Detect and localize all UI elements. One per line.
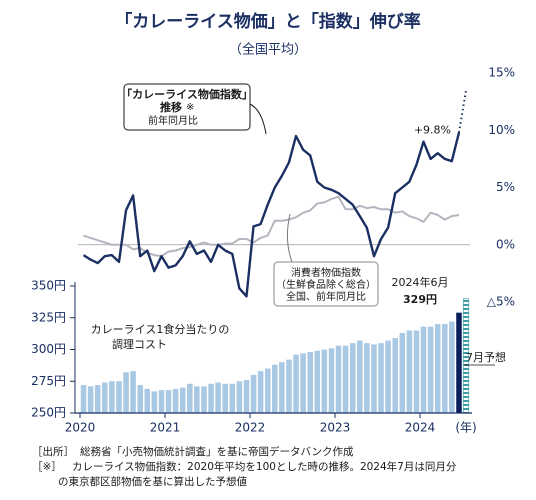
bar xyxy=(144,388,151,413)
bar xyxy=(215,382,221,413)
footnote-tag: ［出所］ xyxy=(32,445,74,458)
y-tick-label: 250円 xyxy=(31,406,66,420)
bar xyxy=(434,324,441,413)
x-tick-label: 2022 xyxy=(235,421,266,435)
bar xyxy=(442,324,448,413)
annotation-text: 推移 xyxy=(160,100,182,114)
annotation-text: 全国、前年同月比 xyxy=(286,290,366,303)
bar xyxy=(272,364,278,413)
bar xyxy=(385,340,391,413)
highlight-caption: 2024年6月 xyxy=(392,275,449,289)
bar xyxy=(264,368,271,413)
bar xyxy=(399,332,406,413)
bar xyxy=(279,362,285,413)
bar xyxy=(187,383,193,413)
bar xyxy=(307,352,313,413)
line-series xyxy=(82,132,461,298)
value-label: 329円 xyxy=(403,293,437,306)
bar xyxy=(371,344,377,413)
bar xyxy=(201,386,207,413)
bar xyxy=(130,371,136,413)
bar xyxy=(257,371,264,413)
y-tick-label: 275円 xyxy=(31,374,66,388)
bar xyxy=(406,330,413,413)
line-layer xyxy=(78,90,470,298)
bar xyxy=(243,379,250,413)
bar xyxy=(342,345,349,413)
bar xyxy=(314,350,321,413)
x-tick-label: 2024 xyxy=(405,421,436,435)
footnote: の東京都区部物価を基に算出した予想値 xyxy=(58,475,247,488)
bar xyxy=(87,386,94,413)
bar xyxy=(208,383,214,413)
x-axis-label: (年) xyxy=(455,421,476,435)
bar xyxy=(392,338,398,413)
annotation-box xyxy=(273,261,379,307)
bar xyxy=(456,312,462,413)
annotation-text: カレーライス1食分当たりの xyxy=(91,322,230,336)
bar xyxy=(250,374,257,413)
y2-tick-label: △5% xyxy=(487,295,515,309)
footnote: カレーライス物価指数：2020年平均を100とした時の推移。2024年7月は同月… xyxy=(72,460,457,473)
y-tick-label: 300円 xyxy=(31,342,66,356)
callout-line xyxy=(286,213,293,263)
y-tick-label: 325円 xyxy=(31,310,66,324)
bar xyxy=(80,385,87,413)
y2-tick-label: 0% xyxy=(496,237,515,251)
forecast-line xyxy=(458,90,468,133)
y2-tick-label: 5% xyxy=(496,180,515,194)
bar xyxy=(328,348,335,413)
bar xyxy=(137,385,143,413)
bar xyxy=(427,326,434,413)
bar xyxy=(172,388,179,413)
bar xyxy=(420,326,427,413)
x-tick-label: 2020 xyxy=(65,421,96,435)
bar xyxy=(293,354,299,413)
bar xyxy=(236,381,243,413)
bar xyxy=(413,330,420,413)
annotation-text: （生鮮食品除く総合） xyxy=(276,278,376,291)
bar xyxy=(229,383,236,413)
bar xyxy=(300,353,306,413)
y2-tick-label: 15% xyxy=(488,66,515,80)
bar xyxy=(222,383,228,413)
bar xyxy=(349,343,356,413)
bar xyxy=(116,381,122,413)
value-label: +9.8% xyxy=(414,124,451,137)
bar xyxy=(378,343,384,413)
annotation-text: 前年同月比 xyxy=(148,114,198,127)
bar xyxy=(158,390,165,413)
bar xyxy=(94,385,101,413)
annotation-text: 調理コスト xyxy=(112,337,167,351)
bar xyxy=(102,382,108,413)
y-tick-label: 350円 xyxy=(31,279,66,293)
bar xyxy=(123,372,129,413)
x-tick-label: 2023 xyxy=(320,421,351,435)
annotation-text: 消費者物価指数 xyxy=(291,266,361,279)
x-tick-label: 2021 xyxy=(150,421,181,435)
bar xyxy=(357,340,363,413)
bar xyxy=(335,345,342,413)
bar xyxy=(194,386,200,413)
bar xyxy=(151,391,158,413)
bar xyxy=(449,321,455,413)
callout-line xyxy=(249,103,267,135)
y2-tick-label: 10% xyxy=(488,123,515,137)
bar xyxy=(321,349,328,413)
annotation-text: ※ xyxy=(186,102,194,113)
annotation-box xyxy=(123,83,251,131)
bar xyxy=(286,359,292,413)
footnote-tag: ［※］ xyxy=(32,461,62,473)
bar-layer xyxy=(80,298,470,414)
footnote: 総務省「小売物価統計調査」を基に帝国データバンク作成 xyxy=(80,445,354,458)
bar xyxy=(364,343,370,413)
bar xyxy=(179,387,186,413)
forecast-label: 7月予想 xyxy=(466,350,506,364)
annotation-text: 「カレーライス物価指数」 xyxy=(121,87,253,101)
bar xyxy=(109,381,115,413)
chart-subtitle: （全国平均） xyxy=(229,42,307,58)
bar xyxy=(165,390,172,413)
chart-title: 「カレーライス物価」と「指数」伸び率 xyxy=(115,11,421,32)
